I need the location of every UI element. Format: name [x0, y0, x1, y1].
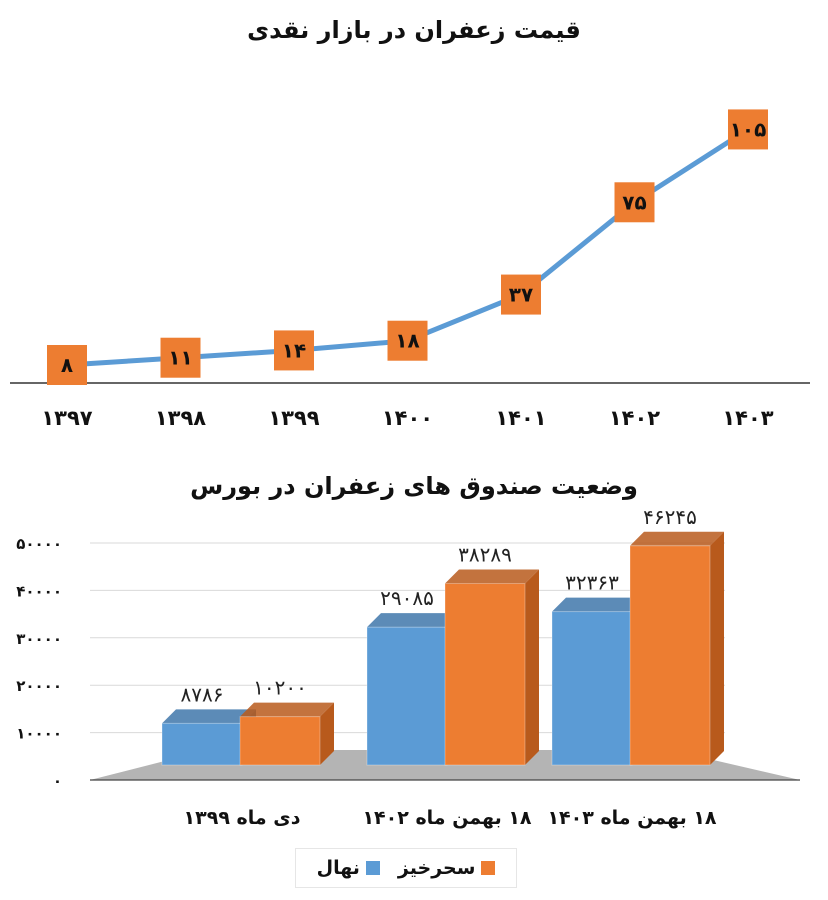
y-tick-label: ۵۰۰۰۰ — [16, 535, 62, 553]
bar-nahal-label: ۳۲۳۶۳ — [565, 571, 619, 595]
bar-sahar-label: ۴۶۲۴۵ — [643, 505, 697, 529]
x-tick-label: ۱۴۰۰ — [382, 406, 433, 430]
x-tick-label: ۱۳۹۹ — [268, 406, 319, 430]
data-label: ۱۸ — [395, 329, 419, 353]
line-chart: ۸ ۱۳۹۷ ۱۱ ۱۳۹۸ ۱۴ ۱۳۹۹ ۱۸ ۱۴۰۰ ۳۷ ۱۴۰۱ ۷۵ ۱۴۰۲ ۱۰۵ ۱۴… — [10, 109, 810, 430]
bar-sahar-top — [445, 569, 539, 584]
bar-chart-title: وضعیت صندوق های زعفران در بورس — [190, 472, 638, 500]
line-chart-title: قیمت زعفران در بازار نقدی — [247, 16, 581, 44]
bar-sahar — [239, 716, 321, 766]
line-marker — [47, 345, 87, 385]
legend-item-nahal: نهال — [317, 857, 380, 879]
y-tick-label: ۰ — [53, 772, 62, 790]
line-marker — [387, 320, 428, 361]
bar-nahal-side — [632, 597, 646, 765]
legend-item-sahar: سحرخیز — [397, 857, 496, 879]
bar-sahar-side — [320, 702, 334, 765]
category-label: ۱۸ بهمن ماه ۱۴۰۲ — [362, 807, 531, 829]
bar-sahar — [629, 545, 711, 766]
bar-sahar-side — [710, 531, 724, 765]
bar-nahal-label: ۸۷۸۶ — [181, 682, 224, 706]
x-tick-label: ۱۳۹۷ — [41, 406, 92, 430]
bar-sahar-label: ۱۰۲۰۰ — [253, 676, 307, 700]
floor-plane — [90, 750, 800, 780]
bar-nahal-side — [242, 709, 256, 765]
x-tick-label: ۱۴۰۳ — [722, 406, 773, 430]
data-label: ۷۵ — [622, 190, 646, 214]
bar-nahal-top — [367, 613, 461, 628]
x-tick-label: ۱۴۰۲ — [609, 406, 660, 430]
x-tick-label: ۱۳۹۸ — [155, 406, 206, 430]
x-tick-label: ۱۴۰۱ — [495, 406, 546, 430]
line-marker — [160, 337, 201, 378]
data-label: ۳۷ — [509, 283, 533, 307]
data-label: ۱۱ — [168, 346, 192, 370]
bar-sahar — [444, 583, 526, 766]
legend-label-nahal: نهال — [316, 857, 360, 879]
y-tick-label: ۴۰۰۰۰ — [16, 582, 62, 600]
data-label: ۱۴ — [282, 338, 306, 362]
bar-nahal — [161, 722, 243, 766]
data-label: ۸ — [61, 353, 73, 377]
line-marker — [501, 274, 541, 315]
data-label: ۱۰۵ — [730, 117, 767, 141]
legend: سحرخیز نهال — [295, 848, 517, 888]
category-label: دی ماه ۱۳۹۹ — [184, 807, 301, 829]
bar-nahal — [366, 626, 448, 766]
y-tick-label: ۲۰۰۰۰ — [16, 677, 62, 695]
line-marker — [274, 330, 314, 371]
legend-swatch-sahar — [481, 861, 496, 875]
bar-nahal-side — [447, 613, 461, 765]
line-marker — [728, 109, 768, 150]
bar-nahal — [551, 611, 633, 766]
bar-nahal-top — [552, 597, 646, 612]
line-marker — [614, 182, 655, 223]
bar-sahar-top — [240, 702, 334, 717]
bar-sahar-label: ۳۸۲۸۹ — [458, 543, 512, 567]
y-tick-label: ۱۰۰۰۰ — [16, 725, 62, 743]
bar-nahal-label: ۲۹۰۸۵ — [380, 586, 434, 610]
category-label: ۱۸ بهمن ماه ۱۴۰۳ — [547, 807, 716, 829]
bar-sahar-top — [630, 531, 724, 546]
y-tick-label: ۳۰۰۰۰ — [16, 630, 62, 648]
bar-nahal-top — [162, 709, 256, 724]
bar-sahar-side — [525, 569, 539, 765]
legend-swatch-nahal — [365, 861, 380, 875]
legend-label-sahar: سحرخیز — [397, 857, 476, 879]
